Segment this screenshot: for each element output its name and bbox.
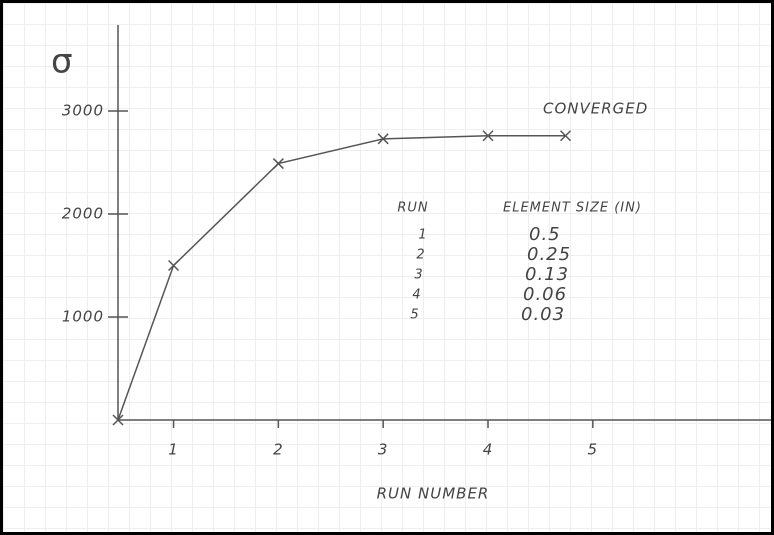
x-tick-label: 5 bbox=[588, 441, 599, 459]
y-axis-label: σ bbox=[51, 42, 74, 82]
y-tick-label: 3000 bbox=[62, 102, 104, 120]
point-marker bbox=[560, 130, 572, 142]
point-marker bbox=[377, 133, 389, 145]
table-cell: 2 bbox=[416, 248, 425, 263]
x-tick-label: 2 bbox=[273, 441, 284, 459]
table-cell: 5 bbox=[410, 308, 419, 323]
point-marker bbox=[482, 130, 494, 142]
annotation: CONVERGED bbox=[543, 100, 648, 118]
table-cell: 1 bbox=[418, 228, 427, 243]
point-marker bbox=[112, 414, 124, 426]
table-cell: 0.13 bbox=[525, 264, 569, 285]
table-cell: 0.25 bbox=[527, 244, 571, 265]
point-marker bbox=[168, 259, 180, 272]
y-tick-label: 1000 bbox=[62, 308, 104, 326]
table-header: RUN bbox=[397, 201, 428, 216]
x-tick-label: 1 bbox=[168, 441, 179, 459]
x-tick-label: 4 bbox=[483, 441, 494, 459]
chart: σ RUN NUMBER CONVERGED 1000 2000 3000 1 2 3 4 5… bbox=[51, 25, 771, 503]
x-axis-label: RUN NUMBER bbox=[377, 485, 490, 503]
table-cell: 0.03 bbox=[521, 304, 565, 325]
data-line bbox=[117, 134, 566, 421]
table-header: ELEMENT SIZE (IN) bbox=[503, 201, 642, 216]
point-marker bbox=[272, 158, 284, 170]
y-tick-label: 2000 bbox=[62, 205, 104, 223]
table-cell: 0.06 bbox=[523, 284, 567, 305]
table-cell: 3 bbox=[414, 268, 423, 283]
x-tick-label: 3 bbox=[378, 441, 389, 459]
table-cell: 0.5 bbox=[529, 224, 561, 245]
table-cell: 4 bbox=[412, 288, 421, 303]
